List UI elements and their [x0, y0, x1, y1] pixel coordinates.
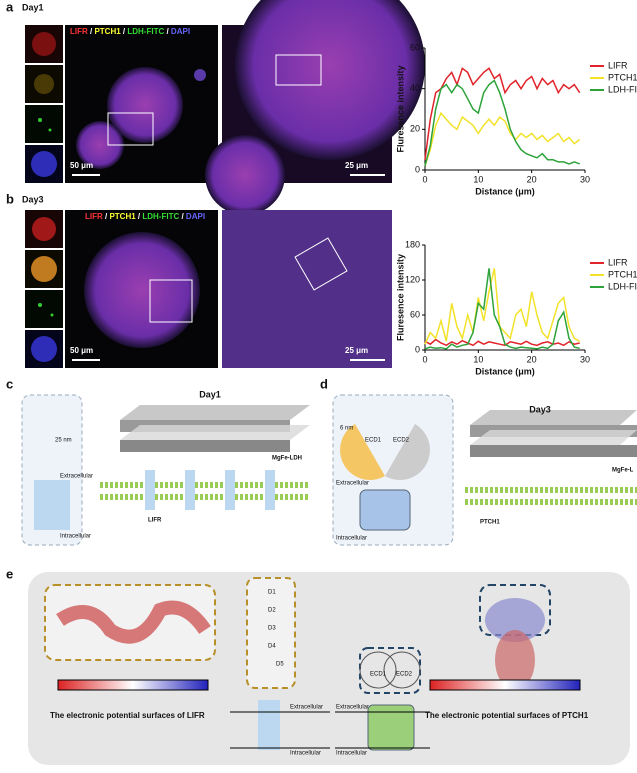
caption: The electronic potential surfaces of LIF…	[50, 711, 205, 720]
micrographs-b	[25, 210, 392, 368]
panel-label: c	[6, 376, 13, 391]
stain-legend: LIFR / PTCH1 / LDH-FITC / DAPI	[70, 27, 190, 36]
line-series	[424, 268, 580, 350]
legend-label: LDH-FITC	[608, 84, 637, 94]
diagram-label: PTCH1	[480, 520, 500, 526]
domain-label: D4	[268, 644, 276, 650]
scale-bar-label: 25 μm	[345, 346, 368, 355]
panel-label: a	[6, 0, 14, 14]
diagram-c	[21, 394, 310, 546]
x-tick-label: 0	[422, 354, 427, 364]
y-tick-label: 60	[410, 42, 420, 52]
domain-label: D5	[276, 662, 284, 668]
line-series	[424, 111, 581, 167]
x-tick-label: 20	[527, 354, 537, 364]
line-series	[424, 67, 581, 160]
y-tick-label: 180	[405, 239, 420, 249]
x-axis-label: Distance (μm)	[475, 186, 535, 196]
diagram-label: Extracellular	[60, 474, 93, 480]
x-tick-label: 10	[473, 354, 483, 364]
diagram-title: Day3	[529, 404, 551, 414]
diagram-label: Extracellular	[290, 705, 323, 711]
domain-label: D3	[268, 626, 276, 632]
panel-label: b	[6, 191, 14, 206]
diagram-label: 6 nm	[340, 426, 353, 432]
diagram-label: Intracellular	[60, 534, 91, 540]
legend-label: LIFR	[608, 60, 628, 70]
diagram-d	[332, 394, 637, 546]
diagram-label: Intracellular	[336, 536, 367, 542]
diagram-label: LIFR	[148, 518, 162, 524]
diagram-label: ECD1	[370, 672, 387, 678]
y-tick-label: 60	[410, 309, 420, 319]
x-tick-label: 0	[422, 174, 427, 184]
diagram-label: ECD2	[396, 672, 413, 678]
x-tick-label: 30	[580, 174, 590, 184]
domain-label: D1	[268, 590, 276, 596]
diagram-label: Intracellular	[290, 751, 321, 757]
y-tick-label: 20	[410, 124, 420, 134]
legend-label: PTCH1	[608, 269, 637, 279]
caption: The electronic potential surfaces of PTC…	[425, 711, 589, 720]
day-label: Day3	[22, 194, 44, 204]
y-tick-label: 0	[415, 344, 420, 354]
diagram-e	[28, 572, 630, 765]
diagram-label: 25 nm	[55, 438, 72, 444]
stain-legend: LIFR / PTCH1 / LDH-FITC / DAPI	[85, 212, 205, 221]
diagram-title: Day1	[199, 389, 221, 399]
diagram-label: ECD2	[393, 438, 410, 444]
y-tick-label: 0	[415, 164, 420, 174]
y-tick-label: 40	[410, 83, 420, 93]
x-tick-label: 20	[527, 174, 537, 184]
scale-bar-label: 50 μm	[70, 346, 93, 355]
x-tick-label: 30	[580, 354, 590, 364]
day-label: Day1	[22, 2, 44, 12]
y-axis-label: Fluresence intensity	[395, 254, 405, 341]
diagram-label: Intracellular	[336, 751, 367, 757]
legend-label: LDH-FITC	[608, 281, 637, 291]
diagram-label: Extracellular	[336, 705, 369, 711]
x-tick-label: 10	[473, 174, 483, 184]
scale-bar-label: 50 μm	[70, 161, 93, 170]
line-series	[424, 268, 581, 345]
micrographs-a	[25, 0, 425, 215]
panel-label: e	[6, 566, 13, 581]
panel-label: d	[320, 376, 328, 391]
diagram-label: MgFe-L	[612, 468, 634, 474]
domain-label: D2	[268, 608, 276, 614]
legend-label: PTCH1	[608, 72, 637, 82]
scale-bar-label: 25 μm	[345, 161, 368, 170]
diagram-label: ECD1	[365, 438, 382, 444]
diagram-label: MgFe-LDH	[272, 456, 302, 462]
diagram-label: Extracellular	[336, 481, 369, 487]
x-axis-label: Distance (μm)	[475, 366, 535, 376]
y-tick-label: 120	[405, 274, 420, 284]
legend-label: LIFR	[608, 257, 628, 267]
y-axis-label: Fluresence intensity	[395, 65, 405, 152]
line-series	[424, 338, 580, 347]
line-series	[424, 79, 580, 167]
